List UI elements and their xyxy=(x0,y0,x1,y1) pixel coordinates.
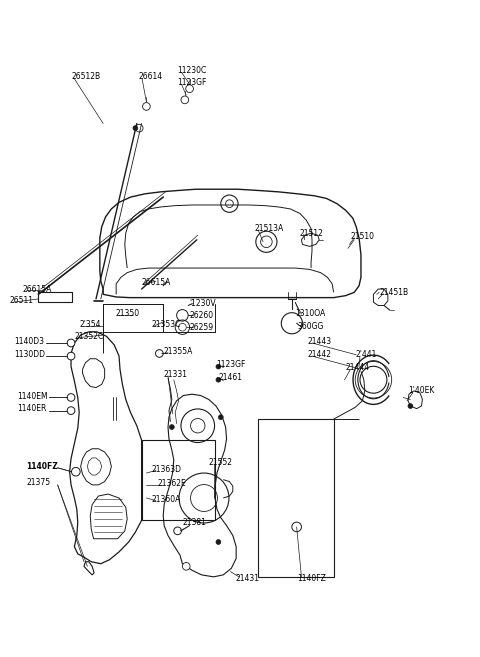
Text: 21461: 21461 xyxy=(218,373,242,382)
Circle shape xyxy=(292,522,301,532)
Circle shape xyxy=(67,339,75,347)
Circle shape xyxy=(186,85,193,93)
Circle shape xyxy=(67,407,75,415)
Text: 2'354: 2'354 xyxy=(79,320,101,329)
Circle shape xyxy=(218,415,223,420)
Text: 1123GF: 1123GF xyxy=(216,360,245,369)
Circle shape xyxy=(216,377,221,382)
Text: 26614: 26614 xyxy=(138,72,162,81)
Text: 1130DD: 1130DD xyxy=(14,350,46,359)
Text: 21353C: 21353C xyxy=(151,320,180,329)
Text: 21352C: 21352C xyxy=(74,332,104,341)
Text: 1140FZ: 1140FZ xyxy=(298,574,326,583)
Text: 21451B: 21451B xyxy=(379,288,408,297)
Text: 21444: 21444 xyxy=(346,363,370,373)
Text: 21363D: 21363D xyxy=(151,464,181,474)
Circle shape xyxy=(408,403,413,409)
Text: 21355A: 21355A xyxy=(163,347,192,356)
Text: 21381: 21381 xyxy=(182,518,206,528)
Text: 26259: 26259 xyxy=(190,323,214,332)
Text: 21375: 21375 xyxy=(26,478,50,487)
Circle shape xyxy=(67,352,75,360)
Text: 1'40EK: 1'40EK xyxy=(408,386,434,396)
Text: 26260: 26260 xyxy=(190,311,214,320)
Text: 1123GF: 1123GF xyxy=(178,78,207,87)
Text: 1140D3: 1140D3 xyxy=(14,337,44,346)
Text: 2'441: 2'441 xyxy=(355,350,377,359)
Text: 21442: 21442 xyxy=(307,350,331,359)
Text: 21513A: 21513A xyxy=(254,224,284,233)
Circle shape xyxy=(216,539,221,545)
Text: '1230V: '1230V xyxy=(190,299,216,308)
Circle shape xyxy=(67,394,75,401)
Text: 11230C: 11230C xyxy=(178,66,207,76)
Text: 360GG: 360GG xyxy=(298,322,324,331)
Circle shape xyxy=(143,102,150,110)
Text: 21331: 21331 xyxy=(163,370,187,379)
Text: 26512B: 26512B xyxy=(71,72,100,81)
Text: 21552: 21552 xyxy=(209,458,233,467)
Text: 26615A: 26615A xyxy=(142,278,171,287)
Text: 21510: 21510 xyxy=(350,232,374,241)
Circle shape xyxy=(181,96,189,104)
Text: 21362E: 21362E xyxy=(157,479,186,488)
Circle shape xyxy=(156,350,163,357)
Text: 1140FZ: 1140FZ xyxy=(26,462,58,471)
Circle shape xyxy=(133,125,138,131)
Text: 1310OA: 1310OA xyxy=(295,309,325,318)
Circle shape xyxy=(182,562,190,570)
Text: 21512: 21512 xyxy=(300,229,324,238)
Text: 1140ER: 1140ER xyxy=(17,404,46,413)
Text: 26511: 26511 xyxy=(10,296,34,306)
Circle shape xyxy=(216,364,221,369)
Text: 21360A: 21360A xyxy=(151,495,180,504)
Circle shape xyxy=(174,527,181,535)
Text: 26615A: 26615A xyxy=(23,284,52,294)
Text: 1140EM: 1140EM xyxy=(17,392,48,401)
Circle shape xyxy=(169,424,174,430)
Text: 21443: 21443 xyxy=(307,337,331,346)
Text: 21350: 21350 xyxy=(115,309,139,318)
Circle shape xyxy=(72,467,80,476)
Text: 21431: 21431 xyxy=(235,574,259,583)
